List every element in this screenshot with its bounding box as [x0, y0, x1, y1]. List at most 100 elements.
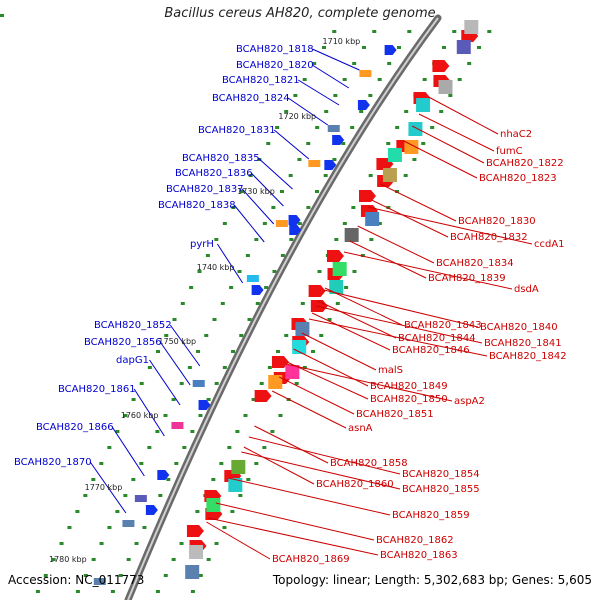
gene-box: [464, 20, 479, 34]
gene-box-small: [327, 125, 340, 132]
track-dot: [99, 462, 104, 465]
gene-label-right[interactable]: BCAH820_1840: [480, 322, 558, 333]
track-dot: [211, 478, 216, 481]
leader-line: [343, 251, 513, 290]
gene-label-right[interactable]: BCAH820_1860: [316, 479, 394, 490]
gene-label-right[interactable]: BCAH820_1830: [458, 216, 536, 227]
gene-label-right[interactable]: BCAH820_1843: [404, 320, 482, 331]
track-dot: [198, 414, 203, 417]
leader-line: [159, 341, 191, 386]
gene-label-right[interactable]: BCAH820_1823: [479, 173, 557, 184]
track-dot: [229, 286, 234, 289]
gene-label-right[interactable]: BCAH820_1855: [402, 484, 480, 495]
gene-box-small: [246, 275, 259, 282]
track-dot: [421, 142, 426, 145]
track-dot: [332, 158, 337, 161]
track-dot: [311, 350, 316, 353]
gene-label-right[interactable]: nhaC2: [500, 129, 532, 140]
track-dot: [448, 94, 453, 97]
leader-line: [216, 243, 244, 284]
track-dot: [231, 206, 236, 209]
gene-label-left[interactable]: BCAH820_1870: [14, 457, 92, 468]
track-dot: [67, 526, 72, 529]
track-dot: [245, 254, 250, 257]
gene-label-left[interactable]: BCAH820_1836: [175, 168, 253, 179]
gene-label-right[interactable]: BCAH820_1834: [436, 258, 514, 269]
gene-label-left[interactable]: BCAH820_1835: [182, 153, 260, 164]
leader-line: [349, 240, 427, 279]
leader-line: [311, 312, 391, 351]
track-dot: [300, 302, 305, 305]
gene-label-left[interactable]: BCAH820_1824: [212, 93, 290, 104]
gene-label-left[interactable]: dapG1: [116, 355, 149, 366]
track-dot: [220, 302, 225, 305]
gene-label-left[interactable]: BCAH820_1852: [94, 320, 172, 331]
leader-line: [311, 64, 350, 89]
gene-label-right[interactable]: BCAH820_1854: [402, 469, 480, 480]
track-dot: [395, 190, 400, 193]
tick-label: 1720 kbp: [278, 112, 316, 121]
leader-line: [215, 502, 375, 541]
gene-box-small: [275, 220, 288, 227]
track-dot: [323, 174, 328, 177]
gene-label-right[interactable]: BCAH820_1842: [489, 351, 567, 362]
gene-label-left[interactable]: BCAH820_1818: [236, 44, 314, 55]
gene-label-left[interactable]: BCAH820_1837: [166, 184, 244, 195]
gene-label-right[interactable]: BCAH820_1850: [370, 394, 448, 405]
gene-box: [382, 168, 397, 182]
track-dot: [276, 350, 281, 353]
gene-label-left[interactable]: BCAH820_1838: [158, 200, 236, 211]
leader-line: [315, 305, 483, 344]
track-dot: [222, 222, 227, 225]
track-dot: [237, 270, 242, 273]
track-dot: [254, 238, 259, 241]
gene-label-right[interactable]: BCAH820_1839: [428, 273, 506, 284]
leader-line: [301, 332, 377, 371]
gene-label-right[interactable]: asnA: [348, 423, 373, 434]
gene-box: [416, 98, 431, 112]
gene-label-right[interactable]: BCAH820_1863: [380, 550, 458, 561]
leader-line: [285, 363, 453, 402]
gene-label-right[interactable]: BCAH820_1859: [392, 510, 470, 521]
gene-label-right[interactable]: malS: [378, 365, 403, 376]
gene-label-right[interactable]: fumC: [496, 146, 523, 157]
gene-label-left[interactable]: BCAH820_1820: [236, 60, 314, 71]
leader-line: [286, 361, 369, 400]
leader-line: [308, 318, 488, 357]
track-dot: [219, 462, 224, 465]
track-dot: [259, 382, 264, 385]
track-dot: [240, 190, 245, 193]
gene-label-right[interactable]: BCAH820_1858: [330, 458, 408, 469]
leader-line: [228, 477, 391, 516]
gene-label-right[interactable]: BCAH820_1869: [272, 554, 350, 565]
gene-label-right[interactable]: ccdA1: [534, 239, 565, 250]
track-dot: [377, 222, 382, 225]
track-dot: [139, 382, 144, 385]
gene-label-left[interactable]: pyrH: [190, 239, 214, 250]
gene-label-left[interactable]: BCAH820_1866: [36, 422, 114, 433]
gene-arrow-forward: [145, 505, 158, 515]
gene-arrow-reverse: [186, 525, 204, 537]
track-dot: [324, 110, 329, 113]
leader-line: [241, 188, 275, 225]
track-dot: [171, 558, 176, 561]
gene-label-right[interactable]: BCAH820_1822: [486, 158, 564, 169]
gene-label-right[interactable]: BCAH820_1844: [398, 333, 476, 344]
gene-label-right[interactable]: BCAH820_1846: [392, 345, 470, 356]
gene-label-right[interactable]: BCAH820_1851: [356, 409, 434, 420]
gene-label-left[interactable]: BCAH820_1861: [58, 384, 136, 395]
track-dot: [197, 270, 202, 273]
gene-label-right[interactable]: dsdA: [514, 284, 539, 295]
gene-label-left[interactable]: BCAH820_1856: [84, 337, 162, 348]
gene-label-right[interactable]: BCAH820_1841: [484, 338, 562, 349]
gene-label-right[interactable]: BCAH820_1862: [376, 535, 454, 546]
gene-label-left[interactable]: BCAH820_1821: [222, 75, 300, 86]
gene-box: [387, 148, 402, 162]
gene-label-right[interactable]: BCAH820_1832: [450, 232, 528, 243]
gene-label-left[interactable]: BCAH820_1831: [198, 125, 276, 136]
gene-label-right[interactable]: BCAH820_1849: [370, 381, 448, 392]
track-dot: [267, 366, 272, 369]
gene-label-right[interactable]: aspA2: [454, 396, 485, 407]
track-dot: [126, 558, 131, 561]
